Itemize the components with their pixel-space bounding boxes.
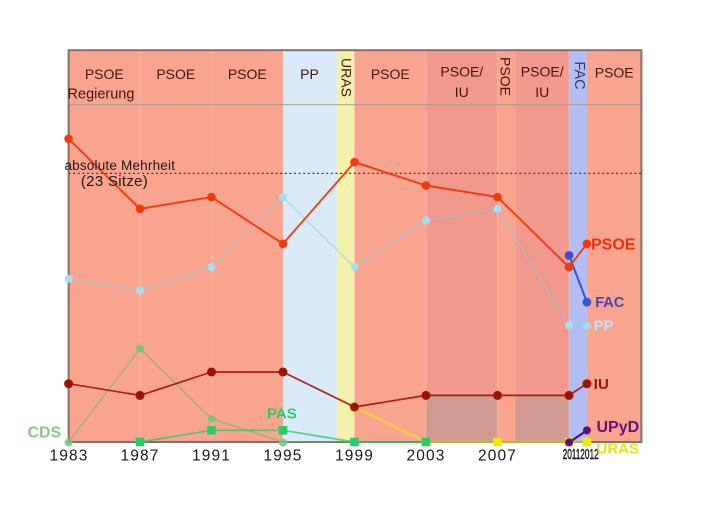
svg-text:PSOE: PSOE xyxy=(595,64,634,80)
svg-text:URAS: URAS xyxy=(338,58,354,97)
svg-text:Regierung: Regierung xyxy=(68,87,135,103)
svg-text:PSOE: PSOE xyxy=(228,66,267,82)
svg-text:1995: 1995 xyxy=(264,448,303,465)
svg-text:PSOE/: PSOE/ xyxy=(521,63,564,79)
svg-text:IU: IU xyxy=(535,84,549,100)
svg-text:2003: 2003 xyxy=(407,448,446,465)
svg-text:2012: 2012 xyxy=(580,446,599,463)
svg-text:2011: 2011 xyxy=(563,446,581,463)
svg-text:URAS: URAS xyxy=(597,441,640,458)
svg-text:CDS: CDS xyxy=(28,424,62,441)
svg-text:(23 Sitze): (23 Sitze) xyxy=(81,173,148,190)
svg-text:PAS: PAS xyxy=(267,406,297,423)
svg-text:UPyD: UPyD xyxy=(597,419,640,436)
svg-text:2007: 2007 xyxy=(478,448,517,465)
svg-text:PSOE/: PSOE/ xyxy=(440,63,483,79)
svg-text:1991: 1991 xyxy=(192,448,231,465)
svg-text:PP: PP xyxy=(300,66,319,82)
svg-text:1987: 1987 xyxy=(121,448,160,465)
svg-text:IU: IU xyxy=(455,84,469,100)
svg-text:FAC: FAC xyxy=(595,295,625,311)
svg-text:PSOE: PSOE xyxy=(371,66,410,82)
svg-text:FAC: FAC xyxy=(571,61,587,89)
svg-text:PP: PP xyxy=(594,317,614,334)
svg-text:1983: 1983 xyxy=(50,448,89,465)
svg-text:IU: IU xyxy=(594,376,609,393)
svg-text:absolute Mehrheit: absolute Mehrheit xyxy=(64,158,175,173)
svg-text:PSOE: PSOE xyxy=(156,66,195,82)
svg-text:PSOE: PSOE xyxy=(85,66,124,82)
svg-text:PSOE: PSOE xyxy=(591,237,636,254)
svg-text:1999: 1999 xyxy=(335,448,374,465)
svg-text:PSOE: PSOE xyxy=(498,57,514,96)
